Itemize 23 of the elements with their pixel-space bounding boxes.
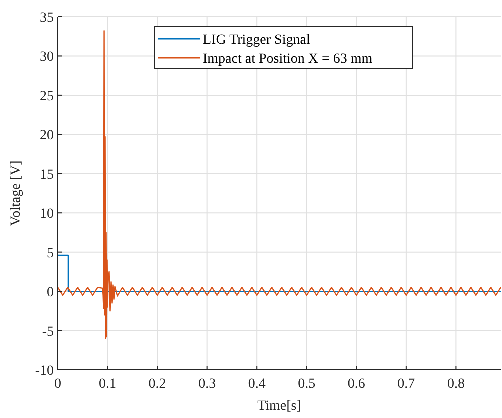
legend-label: LIG Trigger Signal: [203, 33, 310, 48]
x-tick-label: 0.7: [398, 377, 416, 392]
y-tick-label: 20: [40, 128, 54, 144]
y-tick-label: 25: [40, 89, 54, 104]
y-tick-label: -5: [42, 324, 54, 340]
line-series: [58, 30, 501, 340]
y-tick-label: 5: [47, 246, 54, 262]
y-tick-label: -10: [35, 364, 54, 379]
y-tick-label: 35: [40, 11, 54, 26]
legend-label: Impact at Position X = 63 mm: [203, 52, 373, 67]
x-tick-label: 0.1: [99, 377, 117, 392]
y-axis-title: Voltage [V]: [9, 160, 24, 226]
y-tick-label: 0: [47, 286, 54, 301]
y-tick-label: 30: [40, 50, 54, 66]
x-tick-label: 0.3: [198, 377, 216, 392]
x-axis-title: Time[s]: [258, 399, 302, 414]
x-tick-label: 0.4: [248, 377, 266, 392]
x-tick-label: 0.8: [447, 377, 465, 392]
x-tick-label: 0.2: [148, 377, 166, 392]
x-tick-label: 0.5: [298, 377, 316, 392]
x-tick-label: 0.6: [348, 377, 366, 392]
y-tick-label: 10: [40, 207, 54, 222]
y-tick-label: 15: [40, 168, 54, 183]
